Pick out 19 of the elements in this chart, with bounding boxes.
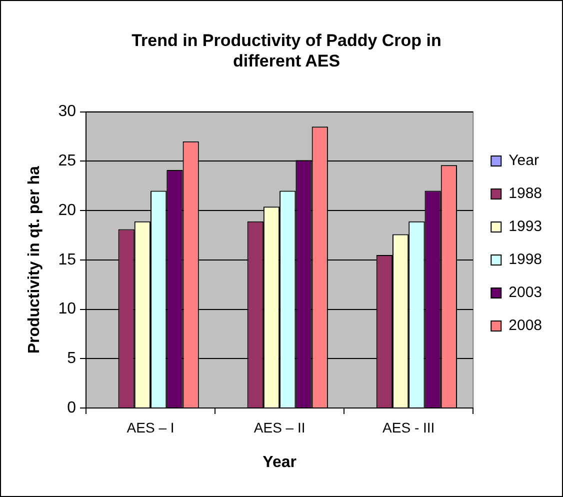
- y-tick-label: 15: [58, 251, 76, 268]
- y-tick-label: 30: [58, 103, 76, 120]
- x-tick-label: AES – II: [254, 419, 306, 436]
- legend-label: 1998: [508, 251, 542, 268]
- legend-label: 1988: [508, 185, 542, 202]
- x-axis-title: Year: [262, 454, 296, 471]
- y-tick-label: 0: [67, 399, 76, 416]
- legend-label: Year: [508, 152, 539, 170]
- y-tick-label: 10: [58, 300, 76, 318]
- x-tick-label: AES - III: [382, 419, 435, 436]
- y-tick-label: 20: [58, 202, 76, 219]
- y-axis-title: Productivity in qt. per ha: [26, 166, 44, 354]
- legend-label: 1993: [508, 218, 542, 236]
- y-tick-label: 5: [67, 350, 76, 368]
- chart-title: Trend in Productivity of Paddy Crop in different AES: [132, 30, 442, 70]
- x-tick-label: AES – I: [126, 419, 174, 436]
- legend-label: 2008: [508, 317, 542, 334]
- legend-label: 2003: [508, 284, 542, 302]
- y-tick-label: 25: [58, 152, 76, 170]
